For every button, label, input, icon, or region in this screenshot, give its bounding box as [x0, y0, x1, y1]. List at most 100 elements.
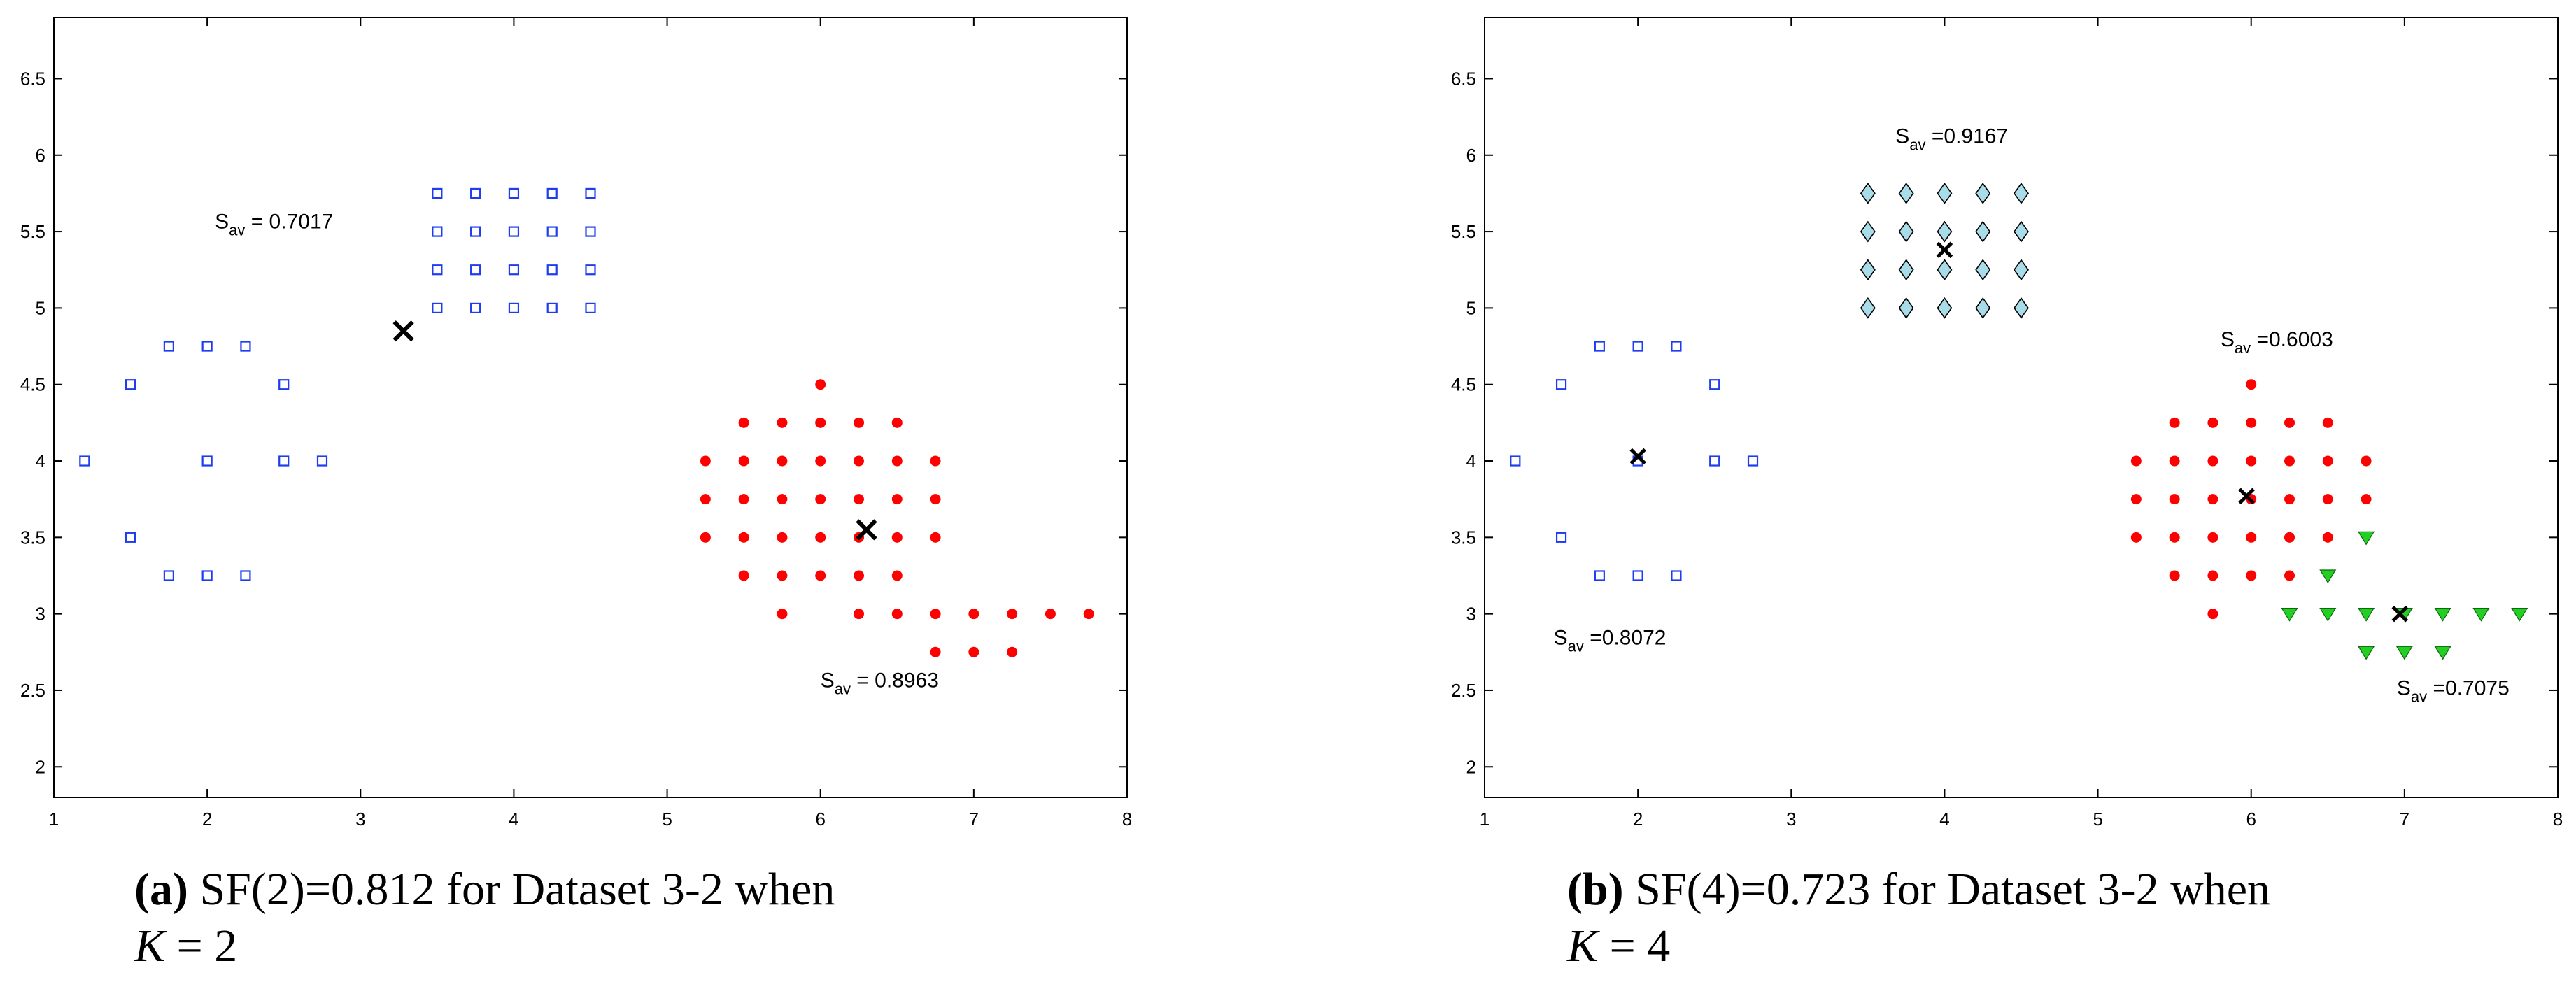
- cluster-1-point: [585, 187, 596, 199]
- cluster-1-point: [1632, 341, 1643, 352]
- cluster-1-point: [240, 570, 251, 581]
- x-tick-label: 5: [2093, 809, 2102, 830]
- cluster-2-point: [777, 609, 788, 620]
- silhouette-annotation: Sav =0.7075: [2397, 677, 2510, 706]
- y-tick-label: 6.5: [20, 68, 45, 89]
- cluster-1-point: [1671, 570, 1682, 581]
- annotation-symbol: S: [821, 669, 835, 692]
- annotation-subscript: av: [1909, 136, 1925, 153]
- y-tick-label: 3: [1466, 604, 1476, 625]
- y-tick-label: 5.5: [1451, 221, 1476, 242]
- cluster-3-point: [2284, 455, 2295, 467]
- cluster-2-point: [738, 570, 749, 581]
- plot-area-frame: [1484, 17, 2559, 798]
- cluster-2-point: [1937, 183, 1953, 204]
- annotation-symbol: S: [1554, 626, 1568, 649]
- cluster-2-point: [891, 532, 903, 543]
- cluster-1-point: [240, 341, 251, 352]
- cluster-3-point: [2207, 609, 2218, 620]
- cluster-1-point: [585, 302, 596, 313]
- centroid-stroke: [856, 519, 877, 541]
- cluster-1-point: [508, 187, 520, 199]
- y-tick-label: 6.5: [1451, 68, 1476, 89]
- cluster-4-point: [2358, 646, 2375, 660]
- cluster-3-point: [2169, 494, 2180, 505]
- caption-a-line1: (a) SF(2)=0.812 for Dataset 3-2 when: [134, 862, 1128, 918]
- silhouette-annotation: Sav = 0.7017: [215, 211, 333, 239]
- y-tick-label: 4: [36, 450, 45, 471]
- y-tick-label: 3: [36, 604, 45, 625]
- cluster-2-point: [1007, 609, 1018, 620]
- cluster-4-point: [2319, 569, 2337, 584]
- annotation-value: = 0.8963: [851, 669, 939, 692]
- cluster-4-point: [2358, 531, 2375, 546]
- cluster-2-point: [2014, 259, 2029, 281]
- annotation-subscript: av: [835, 681, 851, 698]
- cluster-1-point: [432, 264, 443, 276]
- cluster-1-point: [546, 264, 558, 276]
- cluster-2-point: [930, 646, 941, 657]
- cluster-1-point: [163, 570, 174, 581]
- cluster-2-point: [700, 455, 711, 467]
- cluster-3-point: [2284, 417, 2295, 428]
- cluster-3-point: [2169, 455, 2180, 467]
- cluster-2-point: [891, 494, 903, 505]
- cluster-3-point: [2130, 455, 2142, 467]
- cluster-1-point: [546, 187, 558, 199]
- y-tick-label: 6: [1466, 145, 1476, 166]
- cluster-1-point: [432, 302, 443, 313]
- cluster-2-point: [1937, 297, 1953, 319]
- annotation-symbol: S: [2221, 328, 2235, 351]
- cluster-2-point: [854, 609, 864, 620]
- cluster-3-point: [2246, 455, 2257, 467]
- cluster-2-point: [854, 455, 864, 467]
- cluster-3-point: [2246, 570, 2257, 581]
- cluster-3-point: [2322, 417, 2333, 428]
- x-tick-label: 2: [1633, 809, 1643, 830]
- plot-area-frame: [53, 17, 1128, 798]
- centroid-marker: [2391, 605, 2409, 623]
- cluster-1-point: [432, 187, 443, 199]
- cluster-3-point: [2246, 532, 2257, 543]
- caption-a-text: SF(2)=0.812 for Dataset 3-2 when: [199, 864, 835, 915]
- cluster-4-point: [2281, 608, 2298, 622]
- cluster-1-point: [125, 532, 136, 543]
- cluster-1-point: [1671, 341, 1682, 352]
- y-tick-label: 6: [36, 145, 45, 166]
- cluster-1-point: [278, 379, 290, 390]
- annotation-value: = 0.7017: [245, 211, 333, 234]
- cluster-4-point: [2319, 608, 2337, 622]
- cluster-1-point: [585, 226, 596, 237]
- cluster-2-point: [700, 532, 711, 543]
- caption-b: (b) SF(4)=0.723 for Dataset 3-2 when K =…: [1567, 862, 2561, 974]
- x-tick-label: 5: [662, 809, 672, 830]
- cluster-1-point: [508, 226, 520, 237]
- cluster-4-point: [2472, 608, 2490, 622]
- cluster-4-point: [2395, 646, 2413, 660]
- caption-a-k-value: = 2: [165, 920, 238, 972]
- cluster-2-point: [854, 570, 864, 581]
- cluster-1-point: [1555, 379, 1567, 390]
- y-tick-label: 5.5: [20, 221, 45, 242]
- cluster-1-point: [201, 570, 213, 581]
- y-tick-label: 4.5: [20, 374, 45, 395]
- centroid-stroke: [1936, 241, 1953, 259]
- cluster-3-point: [2207, 455, 2218, 467]
- cluster-1-point: [508, 302, 520, 313]
- cluster-2-point: [968, 646, 979, 657]
- cluster-2-point: [738, 417, 749, 428]
- silhouette-annotation: Sav =0.9167: [1895, 125, 2008, 153]
- y-tick-label: 3.5: [20, 527, 45, 548]
- cluster-2-point: [1860, 220, 1876, 243]
- cluster-2-point: [891, 417, 903, 428]
- cluster-4-point: [2511, 608, 2528, 622]
- cluster-1-point: [546, 226, 558, 237]
- cluster-2-point: [1083, 609, 1094, 620]
- cluster-2-point: [1975, 220, 1991, 243]
- cluster-2-point: [1898, 183, 1914, 204]
- annotation-subscript: av: [1568, 637, 1584, 655]
- centroid-stroke: [2238, 488, 2255, 505]
- x-tick-label: 2: [202, 809, 212, 830]
- cluster-1-point: [125, 379, 136, 390]
